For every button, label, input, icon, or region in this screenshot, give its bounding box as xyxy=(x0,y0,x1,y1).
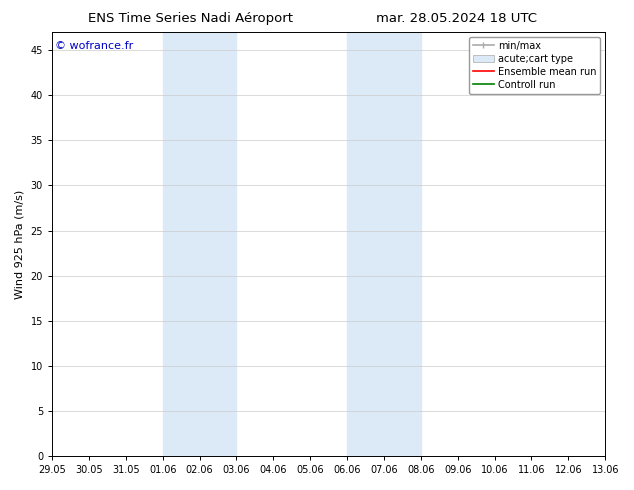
Text: mar. 28.05.2024 18 UTC: mar. 28.05.2024 18 UTC xyxy=(376,12,537,25)
Legend: min/max, acute;cart type, Ensemble mean run, Controll run: min/max, acute;cart type, Ensemble mean … xyxy=(469,37,600,94)
Bar xyxy=(163,32,236,456)
Bar xyxy=(347,32,421,456)
Text: ENS Time Series Nadi Aéroport: ENS Time Series Nadi Aéroport xyxy=(87,12,293,25)
Text: © wofrance.fr: © wofrance.fr xyxy=(55,41,133,50)
Y-axis label: Wind 925 hPa (m/s): Wind 925 hPa (m/s) xyxy=(15,190,25,299)
